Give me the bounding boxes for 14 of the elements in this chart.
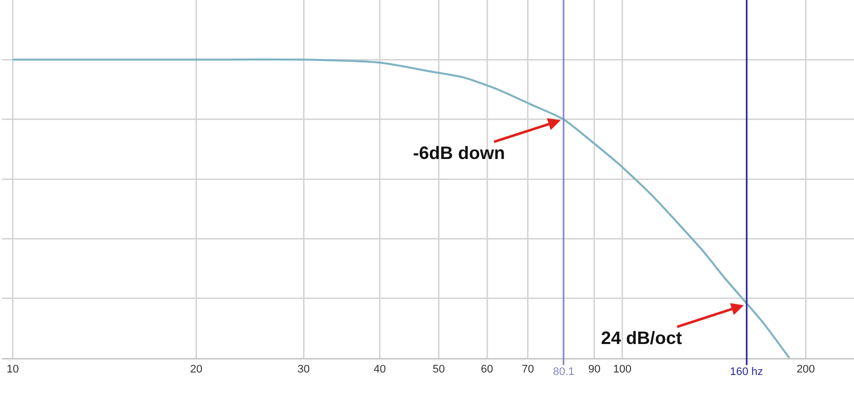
x-tick-label: 100 (613, 364, 632, 376)
ref-line-label: 80.1 (553, 366, 574, 378)
x-tick-label: 70 (522, 364, 534, 376)
ref-line-label: 160 hz (730, 366, 764, 378)
x-tick-label: 20 (190, 364, 202, 376)
x-tick-label: 30 (297, 364, 310, 376)
x-tick-label: 10 (6, 364, 19, 376)
annotation: 24 dB/oct (601, 328, 682, 348)
x-tick-label: 200 (796, 364, 815, 376)
annotation: -6dB down (413, 143, 505, 163)
x-tick-label: 90 (588, 364, 601, 376)
x-tick-label: 50 (432, 364, 445, 376)
x-tick-label: 40 (374, 364, 386, 376)
x-tick-label: 60 (480, 364, 494, 376)
